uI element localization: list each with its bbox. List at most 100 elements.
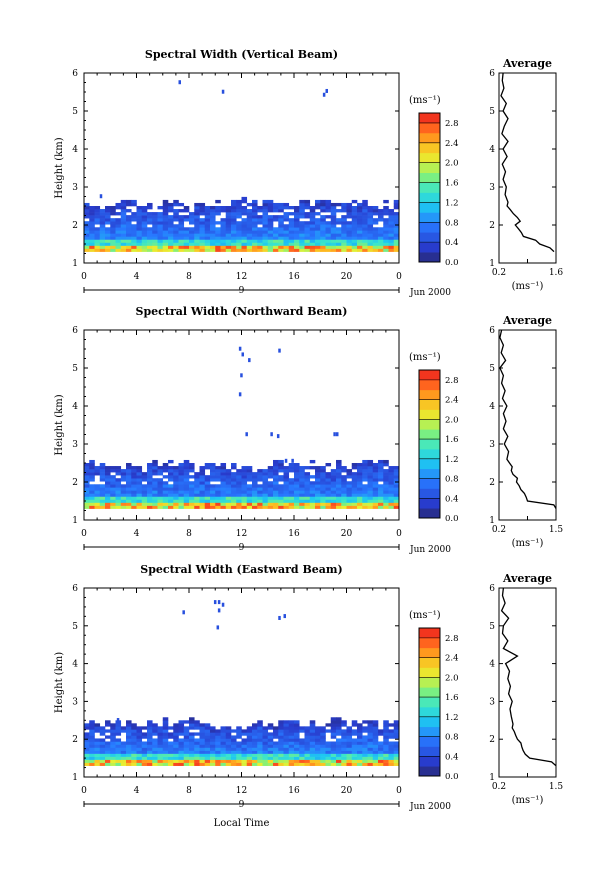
heatmap-cell: [189, 463, 195, 467]
heatmap-cell: [168, 487, 174, 491]
heatmap-cell: [330, 239, 337, 243]
heatmap-cell: [194, 209, 200, 213]
heatmap-cell: [304, 496, 311, 500]
heatmap-cell: [162, 481, 169, 485]
heatmap-cell: [336, 490, 342, 494]
heatmap-cell: [294, 469, 300, 473]
heatmap-cell: [152, 218, 158, 222]
heatmap-cell: [246, 478, 253, 482]
heatmap-cell: [278, 490, 284, 494]
heatmap-cell: [315, 475, 321, 479]
heatmap-cell: [315, 224, 321, 228]
heatmap-cell: [304, 729, 311, 733]
heatmap-cell: [367, 735, 374, 739]
heatmap-cell: [152, 459, 158, 464]
heatmap-cell: [336, 472, 342, 476]
heatmap-cell: [173, 756, 179, 760]
heatmap-cell: [383, 469, 389, 473]
heatmap-cell: [126, 484, 132, 488]
heatmap-cell: [99, 747, 106, 751]
heatmap-cell: [241, 478, 248, 482]
heatmap-cell: [162, 463, 169, 467]
heatmap-cell: [378, 209, 384, 213]
heatmap-cell: [173, 245, 179, 249]
heatmap-cell: [309, 475, 316, 479]
heatmap-cell: [210, 747, 216, 751]
heatmap-cell: [299, 484, 305, 488]
isolated-echo: [217, 608, 221, 613]
heatmap-cell: [136, 496, 143, 500]
heatmap-cell: [120, 496, 127, 500]
heatmap-cell: [320, 502, 326, 506]
heatmap-cell: [147, 490, 153, 494]
heatmap-cell: [94, 230, 101, 234]
heatmap-cell: [320, 499, 326, 503]
heatmap-cell: [325, 723, 332, 727]
heatmap-cell: [152, 490, 158, 494]
heatmap-cell: [120, 248, 127, 252]
heatmap-cell: [183, 487, 190, 491]
heatmap-cell: [210, 248, 216, 252]
heatmap-cell: [278, 466, 284, 470]
heatmap-cell: [288, 490, 295, 494]
heatmap-cell: [267, 738, 274, 742]
heatmap-cell: [330, 741, 337, 745]
heatmap-cell: [110, 227, 116, 231]
heatmap-cell: [157, 478, 164, 482]
heatmap-cell: [84, 487, 90, 491]
heatmap-cell: [189, 239, 195, 243]
heatmap-cell: [315, 747, 321, 751]
heatmap-cell: [252, 738, 258, 742]
heatmap-cell: [236, 487, 242, 491]
y-tick-label: 2: [72, 735, 78, 745]
heatmap-cell: [362, 209, 368, 213]
heatmap-cell: [157, 493, 164, 497]
heatmap-cell: [99, 484, 106, 488]
heatmap-cell: [278, 723, 284, 727]
heatmap-cell: [378, 248, 384, 252]
heatmap-cell: [105, 756, 111, 760]
heatmap-cell: [336, 720, 342, 724]
heatmap-cell: [194, 732, 200, 736]
heatmap-cell: [89, 747, 95, 751]
heatmap-cell: [288, 759, 295, 763]
heatmap-cell: [294, 472, 300, 476]
heatmap-cell: [315, 753, 321, 757]
heatmap-cell: [225, 224, 232, 228]
heatmap-cell: [362, 472, 368, 476]
heatmap-cell: [220, 750, 227, 754]
heatmap-cell: [341, 475, 347, 479]
heatmap-cell: [183, 732, 190, 736]
heatmap-cell: [336, 227, 342, 231]
heatmap-cell: [115, 484, 122, 488]
heatmap-cell: [257, 227, 263, 231]
heatmap-cell: [210, 230, 216, 234]
heatmap-cell: [220, 475, 227, 479]
heatmap-cell: [199, 469, 206, 473]
heatmap-cell: [330, 215, 337, 219]
heatmap-cell: [341, 466, 347, 470]
heatmap-cell: [105, 487, 111, 491]
heatmap-cell: [252, 502, 258, 506]
heatmap-cell: [257, 502, 263, 506]
heatmap-cell: [236, 469, 242, 473]
heatmap-cell: [236, 762, 242, 766]
heatmap-cell: [215, 505, 221, 509]
heatmap-cell: [168, 502, 174, 506]
heatmap-cell: [294, 233, 300, 237]
heatmap-cell: [99, 248, 106, 252]
heatmap-cell: [336, 750, 342, 754]
heatmap-cell: [388, 747, 395, 751]
heatmap-cell: [320, 227, 326, 231]
heatmap-cell: [267, 230, 274, 234]
heatmap-cell: [278, 221, 284, 225]
heatmap-cell: [341, 732, 347, 736]
heatmap-cell: [241, 196, 248, 201]
heatmap-cell: [378, 469, 384, 473]
heatmap-cell: [231, 248, 237, 252]
heatmap-cell: [393, 236, 400, 240]
heatmap-cell: [299, 750, 305, 754]
heatmap-cell: [136, 750, 143, 754]
heatmap-cell: [168, 732, 174, 736]
date-label: Jun 2000: [409, 545, 451, 555]
